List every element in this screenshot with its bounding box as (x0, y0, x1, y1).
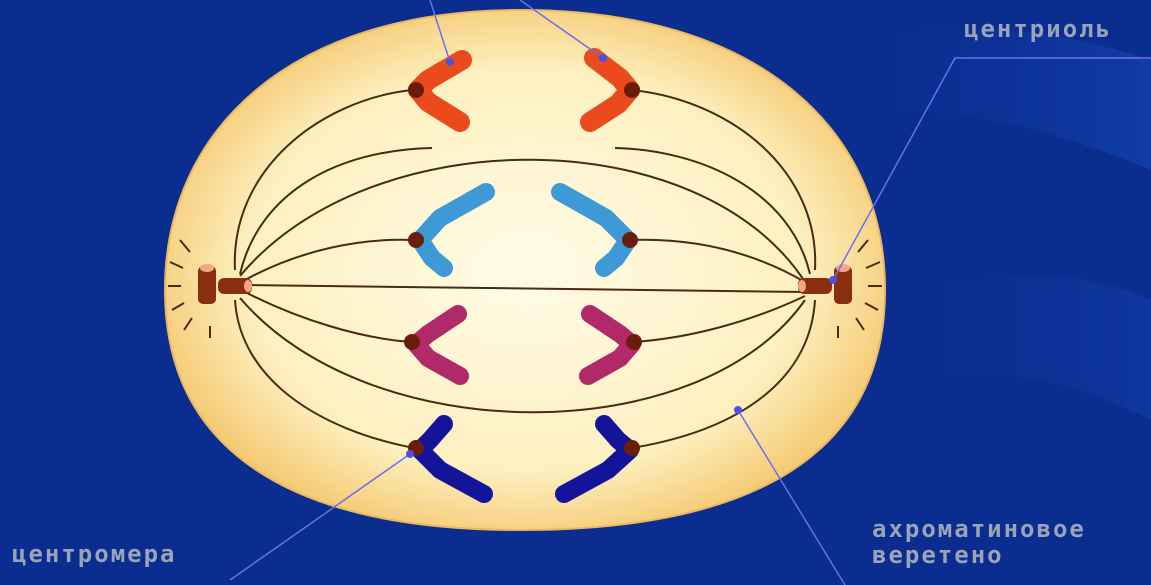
pointer-dot (406, 450, 414, 458)
aster-ray (179, 239, 191, 253)
aster-ray (855, 317, 865, 331)
background-swoosh (860, 28, 1151, 170)
centromere (626, 334, 642, 350)
centromere (624, 440, 640, 456)
centromere (622, 232, 638, 248)
aster-ray (183, 317, 193, 331)
pointer-dot (446, 58, 454, 66)
spindle-fiber (244, 284, 806, 293)
cell-body (163, 8, 887, 532)
pointer-line-chromatid-left (429, 0, 451, 63)
spindle-fiber (239, 147, 433, 275)
pointer-line-spindle (737, 409, 846, 585)
spindle-fiber (629, 238, 806, 283)
spindle-label: ахроматиновое веретено (872, 516, 1086, 568)
spindle-fiber (244, 291, 411, 343)
centromere-label: центромера (12, 540, 177, 568)
pointer-dots (406, 54, 837, 458)
spindle-fiber (631, 89, 817, 271)
pointer-line-chromatid-right (519, 0, 604, 59)
centriole-right (798, 264, 852, 304)
spindle-fiber (633, 295, 806, 343)
pointer-line-centromere (229, 453, 411, 581)
pointer-dot (734, 406, 742, 414)
aster-ray (865, 261, 881, 269)
spindle-fibers (233, 89, 817, 449)
centromere (404, 334, 420, 350)
aster-ray (171, 302, 185, 311)
centromere (408, 232, 424, 248)
centriole-label: центриоль (964, 15, 1113, 43)
spindle-fiber (631, 299, 816, 449)
aster-ray (857, 239, 869, 253)
centriole-left (198, 264, 252, 304)
background-swoosh (900, 275, 1151, 420)
aster-ray (864, 302, 879, 311)
pointer-lines (229, 0, 1151, 585)
spindle-fiber (239, 297, 806, 414)
pointer-dot (599, 54, 607, 62)
spindle-fiber (244, 238, 413, 281)
centromere (624, 82, 640, 98)
spindle-fiber (614, 147, 811, 275)
pointer-dot (829, 276, 837, 284)
centromere (408, 82, 424, 98)
spindle-fiber (233, 89, 413, 271)
spindle-label-line2: веретено (872, 541, 1004, 569)
spindle-fiber (239, 158, 806, 283)
aster-ray (169, 261, 184, 269)
spindle-fiber (234, 299, 415, 449)
aster-rays (168, 239, 882, 338)
spindle-label-line1: ахроматиновое (872, 515, 1086, 543)
pointer-line-centriole (832, 57, 1151, 281)
